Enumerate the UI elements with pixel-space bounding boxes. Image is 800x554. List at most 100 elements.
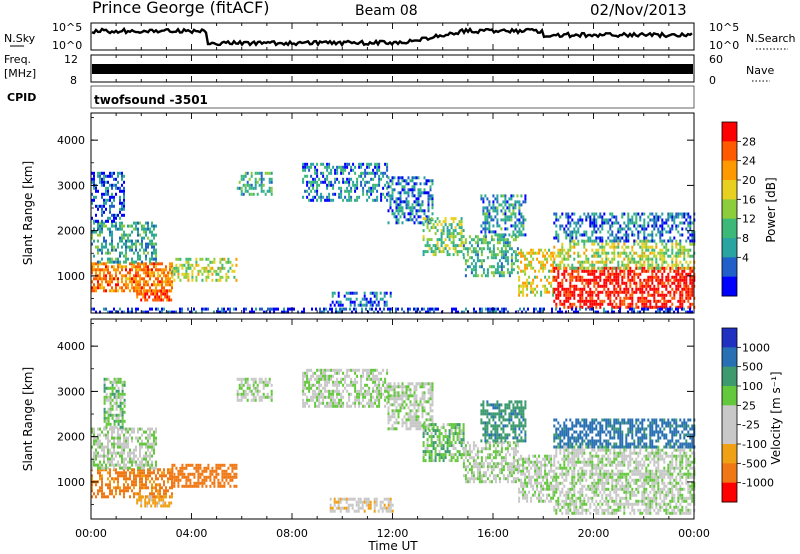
echo-cell	[152, 501, 155, 505]
echo-cell	[197, 481, 200, 485]
echo-cell	[593, 212, 596, 216]
echo-cell	[532, 287, 535, 291]
echo-cell	[440, 241, 443, 245]
echo-cell	[595, 302, 598, 306]
echo-cell	[123, 474, 125, 478]
echo-cell	[663, 260, 666, 264]
echo-cell	[160, 504, 163, 508]
echo-cell	[575, 278, 578, 282]
echo-cell	[171, 286, 173, 290]
echo-cell	[671, 224, 674, 228]
echo-cell	[99, 474, 101, 478]
echo-cell	[657, 299, 660, 303]
echo-cell	[95, 436, 97, 440]
echo-cell	[382, 171, 385, 175]
echo-cell	[131, 268, 133, 272]
echo-cell	[136, 295, 139, 299]
echo-cell	[627, 257, 630, 261]
echo-cell	[139, 221, 141, 225]
echo-cell	[623, 221, 626, 225]
echo-cell	[147, 433, 149, 437]
echo-cell	[504, 227, 507, 231]
echo-cell	[685, 310, 687, 314]
echo-cell	[181, 307, 183, 311]
echo-cell	[99, 427, 101, 431]
echo-cell	[425, 179, 428, 183]
echo-cell	[591, 307, 593, 311]
echo-cell	[581, 263, 584, 267]
echo-cell	[121, 177, 123, 181]
echo-cell	[166, 292, 169, 296]
echo-cell	[201, 307, 203, 311]
echo-cell	[359, 300, 362, 304]
echo-cell	[625, 266, 628, 270]
echo-cell	[458, 220, 461, 224]
echo-cell	[627, 302, 630, 306]
echo-cell	[101, 219, 103, 223]
echo-cell	[484, 235, 487, 239]
echo-cell	[329, 303, 332, 307]
echo-cell	[663, 227, 666, 231]
echo-cell	[403, 310, 405, 314]
echo-cell	[455, 307, 457, 311]
echo-cell	[223, 475, 226, 479]
echo-cell	[195, 278, 198, 282]
echo-cell	[417, 176, 420, 180]
echo-cell	[173, 481, 176, 485]
echo-cell	[348, 183, 351, 187]
echo-cell	[139, 471, 141, 475]
echo-cell	[484, 221, 487, 225]
echo-cell	[117, 245, 119, 249]
echo-cell	[189, 266, 192, 270]
echo-cell	[229, 478, 232, 482]
echo-cell	[215, 463, 218, 467]
echo-cell	[107, 410, 110, 414]
echo-cell	[258, 395, 261, 399]
echo-cell	[268, 177, 271, 181]
echo-cell	[322, 392, 325, 396]
echo-cell	[661, 221, 664, 225]
echo-cell	[143, 457, 145, 461]
echo-cell	[350, 165, 353, 169]
echo-cell	[470, 268, 473, 272]
echo-cell	[217, 484, 220, 488]
echo-cell	[370, 177, 373, 181]
echo-cell	[573, 293, 576, 297]
echo-cell	[350, 383, 353, 387]
echo-cell	[510, 197, 513, 201]
echo-cell	[270, 395, 273, 399]
echo-cell	[482, 209, 485, 213]
echo-cell	[123, 195, 125, 199]
echo-cell	[362, 368, 365, 372]
echo-cell	[486, 244, 489, 248]
echo-cell	[579, 218, 582, 222]
echo-cell	[482, 241, 485, 245]
echo-cell	[524, 284, 527, 288]
echo-cell	[109, 413, 112, 417]
echo-cell	[645, 236, 648, 240]
echo-cell	[195, 310, 197, 314]
echo-cell	[125, 286, 127, 290]
echo-cell	[340, 398, 343, 402]
echo-cell	[480, 265, 483, 269]
echo-cell	[368, 386, 371, 390]
echo-cell	[240, 186, 243, 190]
echo-cell	[645, 302, 648, 306]
echo-cell	[101, 448, 103, 452]
echo-cell	[336, 377, 339, 381]
echo-cell	[308, 404, 311, 408]
echo-cell	[548, 269, 551, 273]
echo-cell	[105, 495, 107, 499]
echo-cell	[244, 395, 247, 399]
echo-cell	[389, 179, 392, 183]
echo-cell	[368, 180, 371, 184]
echo-cell	[107, 198, 109, 202]
echo-cell	[413, 221, 416, 225]
echo-cell	[657, 215, 660, 219]
echo-cell	[302, 177, 305, 181]
echo-cell	[123, 401, 126, 405]
echo-cell	[436, 223, 439, 227]
echo-cell	[353, 303, 356, 307]
echo-cell	[427, 215, 430, 219]
echo-cell	[111, 221, 113, 225]
